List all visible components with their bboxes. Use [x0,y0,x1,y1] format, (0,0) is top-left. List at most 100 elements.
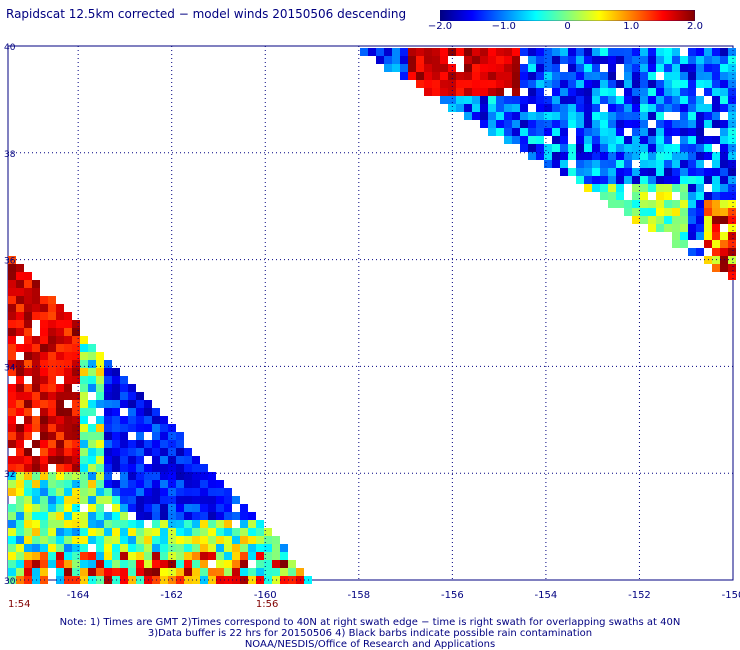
swath-cell [24,496,32,504]
swath-cell [264,560,272,568]
swath-cell [696,160,704,168]
longitude-label: -164 [67,590,90,601]
swath-cell [656,176,664,184]
swath-cell [64,480,72,488]
swath-cell [8,360,16,368]
swath-cell [184,448,192,456]
swath-cell [120,400,128,408]
swath-cell [520,96,528,104]
swath-cell [48,440,56,448]
swath-cell [560,112,568,120]
swath-cell [120,568,128,576]
swath-cell [576,120,584,128]
swath-cell [120,528,128,536]
swath-cell [536,56,544,64]
swath-cell [264,568,272,576]
swath-cell [160,480,168,488]
swath-cell [544,120,552,128]
swath-cell [600,56,608,64]
swath-cell [560,168,568,176]
swath-cell [448,104,456,112]
swath-cell [32,488,40,496]
swath-cell [136,424,144,432]
swath-cell [8,432,16,440]
swath-cell [624,56,632,64]
swath-cell [464,56,472,64]
swath-cell [432,56,440,64]
swath-cell [8,440,16,448]
swath-cell [504,120,512,128]
swath-cell [248,552,256,560]
swath-cell [24,328,32,336]
swath-cell [208,520,216,528]
swath-cell [56,424,64,432]
swath-cell [80,552,88,560]
swath-cell [152,496,160,504]
swath-cell [128,520,136,528]
swath-cell [616,160,624,168]
swath-cell [16,312,24,320]
swath-cell [616,80,624,88]
swath-cell [104,560,112,568]
swath-cell [520,120,528,128]
swath-cell [72,448,80,456]
swath-cell [48,416,56,424]
swath-cell [120,392,128,400]
swath-cell [688,88,696,96]
swath-cell [720,152,728,160]
swath-cell [24,352,32,360]
swath-cell [584,176,592,184]
swath-cell [632,192,640,200]
swath-cell [40,440,48,448]
swath-cell [144,472,152,480]
swath-cell [608,152,616,160]
swath-cell [96,496,104,504]
swath-cell [504,72,512,80]
swath-cell [56,328,64,336]
swath-cell [16,520,24,528]
swath-cell [176,496,184,504]
swath-cell [720,232,728,240]
swath-cell [656,80,664,88]
swath-cell [600,184,608,192]
swath-cell [192,520,200,528]
swath-cell [112,552,120,560]
swath-cell [592,96,600,104]
swath-cell [256,520,264,528]
swath-cell [88,504,96,512]
latitude-label: 38 [4,150,16,160]
swath-cell [40,496,48,504]
swath-cell [56,320,64,328]
swath-cell [184,504,192,512]
swath-cell [512,104,520,112]
swath-cell [208,528,216,536]
colorbar-tick-label: −1.0 [491,21,516,32]
swath-cell [600,160,608,168]
latitude-label: 40 [4,43,16,53]
swath-cell [584,128,592,136]
swath-cell [120,552,128,560]
swath-cell [632,128,640,136]
longitude-label: -152 [628,590,651,601]
swath-cell [8,392,16,400]
swath-cell [488,128,496,136]
swath-cell [232,528,240,536]
swath-cell [704,48,712,56]
swath-cell [688,96,696,104]
swath-cell [608,104,616,112]
swath-cell [288,560,296,568]
swath-cell [728,120,736,128]
swath-cell [40,328,48,336]
swath-cell [712,160,720,168]
swath-cell [136,520,144,528]
swath-cell [696,184,704,192]
swath-cell [16,424,24,432]
swath-cell [240,528,248,536]
swath-cell [728,104,736,112]
swath-cell [512,96,520,104]
swath-cell [48,544,56,552]
swath-cell [64,488,72,496]
swath-cell [528,72,536,80]
swath-cell [16,296,24,304]
swath-cell [528,152,536,160]
